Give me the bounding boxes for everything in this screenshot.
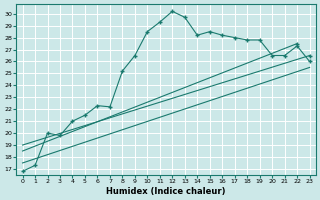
X-axis label: Humidex (Indice chaleur): Humidex (Indice chaleur) bbox=[106, 187, 226, 196]
